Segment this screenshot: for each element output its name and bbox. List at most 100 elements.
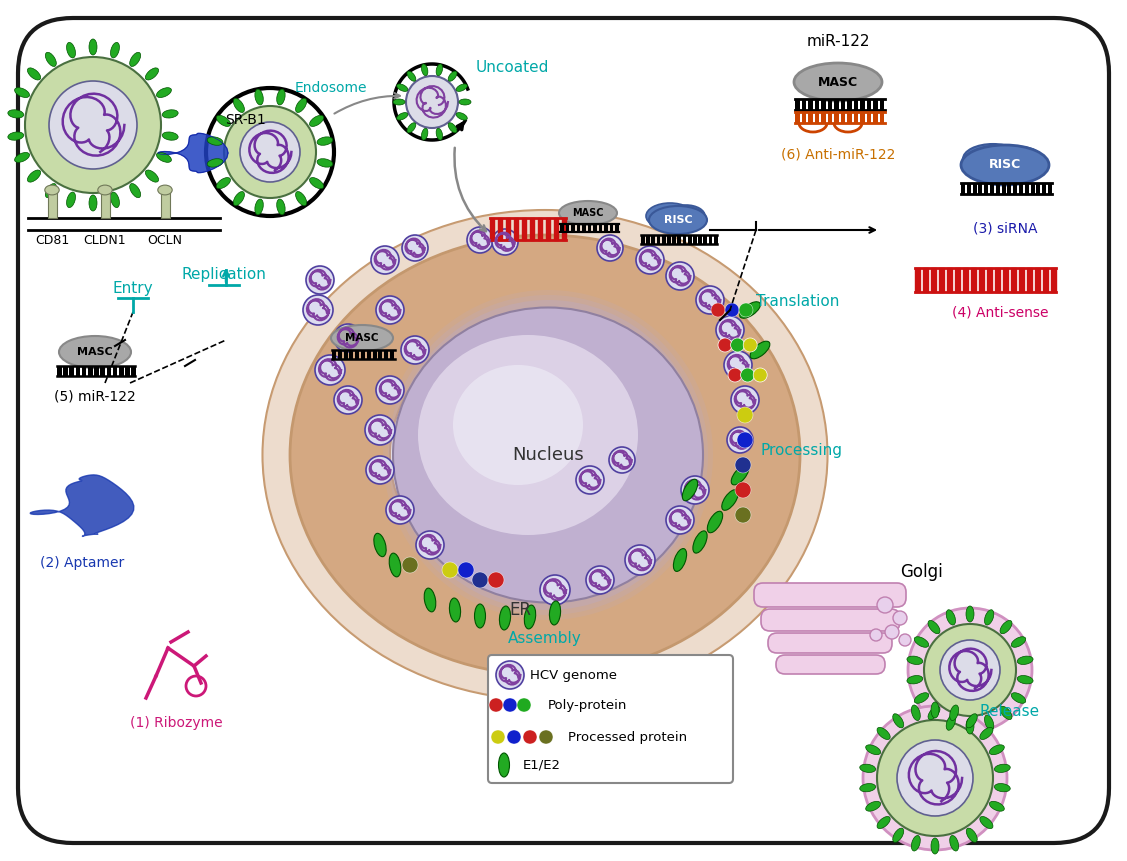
Bar — [693, 235, 696, 244]
Ellipse shape — [8, 110, 24, 118]
Ellipse shape — [950, 835, 959, 851]
Circle shape — [735, 482, 751, 498]
Circle shape — [711, 303, 725, 317]
FancyBboxPatch shape — [767, 633, 891, 653]
Ellipse shape — [751, 341, 770, 359]
Bar — [971, 268, 976, 292]
Text: Replication: Replication — [181, 268, 266, 282]
Ellipse shape — [499, 606, 511, 630]
Circle shape — [735, 507, 751, 523]
Ellipse shape — [990, 802, 1004, 811]
Bar — [1019, 268, 1023, 292]
Circle shape — [496, 661, 524, 689]
Bar — [538, 218, 542, 240]
Circle shape — [517, 698, 531, 712]
Ellipse shape — [928, 706, 940, 720]
Text: Nucleus: Nucleus — [512, 446, 584, 464]
Ellipse shape — [15, 152, 29, 163]
Ellipse shape — [310, 177, 323, 189]
Bar — [560, 224, 564, 232]
Ellipse shape — [450, 598, 461, 622]
Bar — [95, 366, 99, 376]
Text: Release: Release — [980, 704, 1040, 720]
Text: OCLN: OCLN — [148, 234, 183, 247]
Ellipse shape — [498, 753, 509, 777]
Ellipse shape — [1011, 693, 1026, 703]
Ellipse shape — [389, 553, 401, 577]
Circle shape — [870, 629, 882, 641]
Ellipse shape — [27, 68, 41, 80]
Ellipse shape — [990, 745, 1004, 755]
Bar — [1035, 268, 1039, 292]
Bar — [961, 183, 965, 194]
Ellipse shape — [295, 98, 307, 113]
Bar — [955, 268, 959, 292]
Bar — [349, 350, 354, 359]
Circle shape — [636, 246, 664, 274]
Circle shape — [523, 730, 536, 744]
Circle shape — [877, 597, 893, 613]
Ellipse shape — [646, 203, 694, 229]
Bar — [490, 218, 494, 240]
Bar — [651, 235, 655, 244]
Bar — [699, 235, 702, 244]
Bar — [820, 99, 825, 110]
Circle shape — [48, 81, 137, 169]
Ellipse shape — [449, 123, 456, 133]
Text: CLDN1: CLDN1 — [83, 234, 126, 247]
Ellipse shape — [907, 676, 923, 684]
Bar — [119, 366, 124, 376]
Bar — [687, 235, 692, 244]
Bar — [848, 112, 852, 123]
Ellipse shape — [456, 113, 468, 120]
Bar — [1037, 183, 1040, 194]
Ellipse shape — [966, 718, 974, 734]
Circle shape — [334, 386, 362, 414]
Polygon shape — [30, 475, 134, 536]
Circle shape — [401, 336, 429, 364]
Ellipse shape — [66, 192, 76, 208]
Text: (6) Anti-miR-122: (6) Anti-miR-122 — [781, 148, 895, 162]
Ellipse shape — [739, 301, 761, 319]
Text: miR-122: miR-122 — [806, 34, 870, 49]
Circle shape — [224, 106, 316, 198]
Bar — [978, 183, 983, 194]
Circle shape — [725, 303, 739, 317]
Bar — [355, 350, 360, 359]
Bar — [815, 99, 819, 110]
Ellipse shape — [524, 605, 535, 629]
Ellipse shape — [157, 88, 171, 97]
Bar — [834, 99, 838, 110]
Bar — [841, 112, 845, 123]
Circle shape — [731, 386, 758, 414]
Ellipse shape — [45, 183, 56, 198]
Ellipse shape — [966, 828, 977, 842]
Ellipse shape — [449, 71, 456, 81]
Ellipse shape — [310, 115, 323, 127]
FancyBboxPatch shape — [761, 609, 900, 631]
Bar — [1051, 268, 1056, 292]
Bar — [646, 235, 650, 244]
Bar — [808, 112, 813, 123]
Bar — [566, 224, 569, 232]
Circle shape — [472, 572, 488, 588]
Bar — [125, 366, 130, 376]
Circle shape — [539, 730, 553, 744]
Bar — [915, 268, 920, 292]
Circle shape — [334, 324, 362, 352]
Text: MASC: MASC — [818, 76, 858, 89]
Ellipse shape — [436, 128, 443, 140]
Bar — [1003, 268, 1008, 292]
Ellipse shape — [45, 185, 60, 195]
Ellipse shape — [912, 835, 921, 851]
Ellipse shape — [693, 531, 707, 553]
Ellipse shape — [295, 191, 307, 206]
Bar — [76, 366, 80, 376]
Bar — [808, 99, 813, 110]
Bar — [873, 99, 878, 110]
Bar — [530, 218, 534, 240]
Ellipse shape — [130, 183, 141, 198]
Ellipse shape — [962, 144, 1023, 174]
Ellipse shape — [393, 307, 703, 603]
Circle shape — [735, 457, 751, 473]
